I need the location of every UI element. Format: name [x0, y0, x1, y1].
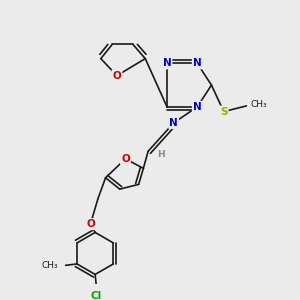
Text: O: O	[86, 219, 95, 229]
Text: CH₃: CH₃	[42, 261, 58, 270]
Text: O: O	[121, 154, 130, 164]
Text: N: N	[193, 102, 202, 112]
Text: O: O	[112, 70, 121, 81]
Text: N: N	[193, 58, 202, 68]
Text: N: N	[169, 118, 178, 128]
Text: N: N	[163, 58, 171, 68]
Text: Cl: Cl	[91, 291, 102, 300]
Text: S: S	[220, 106, 227, 117]
Text: CH₃: CH₃	[251, 100, 267, 109]
Text: H: H	[158, 150, 165, 159]
